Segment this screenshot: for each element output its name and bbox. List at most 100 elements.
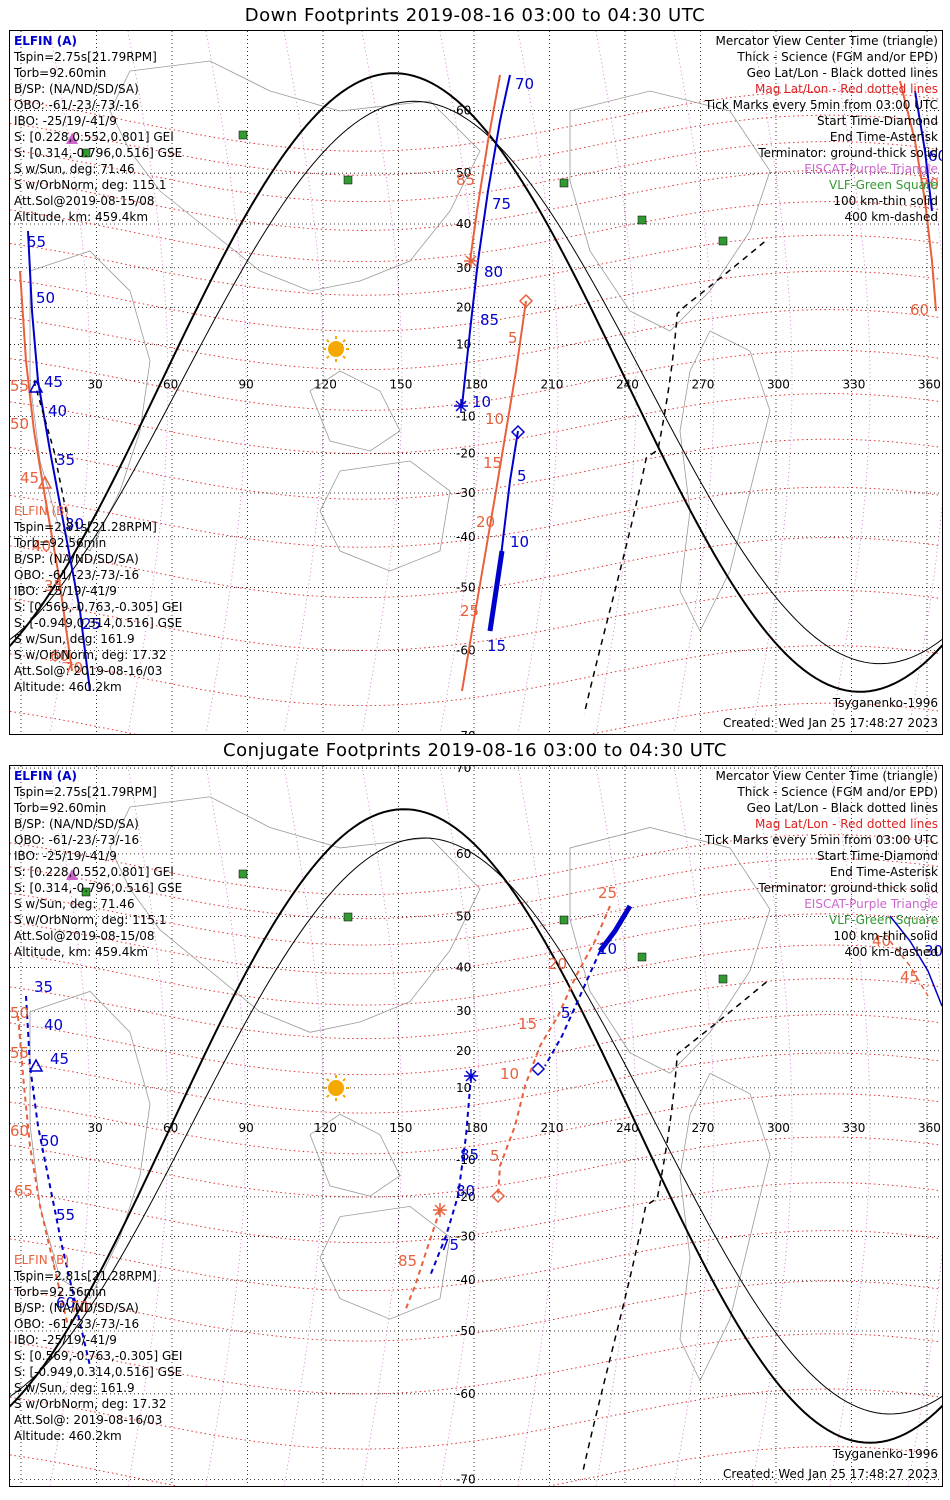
- lat-tick-label: 70: [456, 31, 471, 32]
- elfin-a-tick-label: 80: [484, 263, 503, 281]
- start-diamond-icon: [510, 424, 526, 440]
- coastline: [319, 460, 451, 572]
- legend-line: EISCAT-Purple Triangle: [804, 897, 938, 911]
- legend-line: Geo Lat/Lon - Black dotted lines: [746, 801, 938, 815]
- mag-parallel: [10, 1446, 941, 1486]
- elfin-b-tick-label: 15: [518, 1015, 537, 1033]
- info-line: Att.Sol@2019-08-15/08: [14, 929, 155, 943]
- elfin-a-tick-label: 30: [65, 515, 84, 533]
- info-line: S: [0.228,0.552,0.801] GEI: [14, 865, 174, 879]
- elfin-a-tick-label: 35: [56, 451, 75, 469]
- lat-tick-label: -30: [456, 1229, 476, 1243]
- elfin-b-tick-label: 40: [32, 537, 51, 555]
- elfin-a-track: [914, 90, 933, 212]
- elfin-b-tick-label: 10: [500, 1065, 519, 1083]
- mag-parallel: [10, 537, 941, 599]
- terminator-400km: [582, 981, 767, 1471]
- mag-parallel: [10, 486, 941, 548]
- center-time-triangle-icon: [37, 475, 53, 489]
- elfin-b-tick-label: 70: [70, 1298, 89, 1316]
- eiscat-triangle-icon: [66, 869, 78, 880]
- coastline: [109, 796, 481, 1033]
- info-line: ELFIN (B): [14, 1253, 70, 1267]
- elfin-a-track: [27, 230, 91, 692]
- legend-line: Mag Lat/Lon - Red dotted lines: [754, 82, 938, 96]
- elfin-b-tick-label: 50: [10, 1004, 29, 1022]
- sun-icon: [328, 1080, 344, 1096]
- end-asterisk-icon: [454, 399, 468, 413]
- info-line: Att.Sol@: 2019-08-16/03: [14, 1413, 163, 1427]
- info-line: Att.Sol@: 2019-08-16/03: [14, 664, 163, 678]
- sun-ray: [342, 1094, 346, 1098]
- sun-ray: [342, 1078, 346, 1082]
- mag-parallel: [10, 393, 941, 455]
- elfin-b-tick-label: 65: [14, 1182, 33, 1200]
- down-footprints-map: 3060901201501802102402703003303607060504…: [9, 30, 943, 735]
- mag-parallel: [10, 589, 941, 651]
- lat-tick-label: -20: [456, 1190, 476, 1204]
- mag-meridian: [49, 31, 91, 732]
- sun-ray: [326, 1078, 330, 1082]
- legend-line: Terminator: ground-thick solid: [758, 881, 938, 895]
- info-line: S w/OrbNorm, deg: 17.32: [14, 1397, 167, 1411]
- elfin-b-info: ELFIN (B) Tspin=2.81s[21.28RPM] Torb=92.56…: [14, 1252, 182, 1444]
- mag-parallel: [10, 438, 941, 500]
- eiscat-triangle-icon: [66, 133, 78, 144]
- vlf-station-icon: [343, 175, 353, 185]
- lat-tick-label: 10: [456, 1081, 471, 1095]
- lat-tick-label: -20: [456, 446, 476, 460]
- mag-parallel: [10, 90, 941, 152]
- lat-tick-label: 70: [456, 766, 471, 775]
- elfin-b-tick-label: 60: [10, 1122, 29, 1140]
- mag-meridian: [283, 31, 325, 732]
- lon-tick-label: 90: [239, 1121, 254, 1135]
- terminator-ground: [10, 72, 942, 693]
- elfin-b-tick-label: 5: [508, 329, 518, 347]
- vlf-station-icon: [718, 974, 728, 984]
- panel-title-down: Down Footprints 2019-08-16 03:00 to 04:3…: [244, 5, 706, 26]
- info-line: Att.Sol@2019-08-15/08: [14, 194, 155, 208]
- legend-line: VLF-Green Square: [829, 178, 938, 192]
- info-line: ELFIN (A): [14, 34, 77, 48]
- legend-line: End Time-Asterisk: [829, 130, 938, 144]
- conjugate-footprints-map: 30 60 90 120 150 180 210 240 270 300 330 360 70 60 50 4…: [9, 765, 943, 1487]
- elfin-a-tick-label: 5: [517, 467, 527, 485]
- elfin-a-track: [544, 950, 601, 1067]
- lon-tick-label: 180: [465, 377, 488, 391]
- mag-meridian: [829, 31, 871, 732]
- info-line: Altitude, km: 459.4km: [14, 210, 149, 224]
- lon-tick-label: 210: [541, 377, 564, 391]
- elfin-b-tick-label: 20: [476, 513, 495, 531]
- elfin-a-science: [487, 550, 505, 632]
- lat-tick-label: 60: [456, 847, 471, 861]
- info-line: Tspin=2.75s[21.79RPM]: [14, 785, 157, 799]
- elfin-a-track: [429, 1075, 472, 1277]
- vlf-station-icon: [238, 869, 248, 879]
- lon-tick-label: 240: [616, 1121, 639, 1135]
- map-canvas: 3060901201501802102402703003303607060504…: [10, 31, 942, 734]
- lat-tick-label: -70: [456, 1473, 476, 1486]
- legend-line: 400 km-dashed: [844, 945, 938, 959]
- lon-tick-label: 270: [692, 1121, 715, 1135]
- lat-tick-label: 20: [456, 1044, 471, 1058]
- elfin-b-tick-label: 60: [910, 301, 929, 319]
- elfin-a-science: [598, 904, 633, 953]
- elfin-b-tick-label: 45: [20, 469, 39, 487]
- vlf-station-icon: [637, 952, 647, 962]
- lon-tick-label: 120: [314, 377, 337, 391]
- coastline: [569, 90, 771, 332]
- lat-tick-label: -50: [456, 1324, 476, 1338]
- legend-line: 400 km-dashed: [844, 210, 938, 224]
- lat-tick-label: 20: [456, 300, 471, 314]
- lon-tick-label: 360: [918, 1121, 941, 1135]
- mag-parallel: [10, 978, 941, 1040]
- elfin-b-track: [889, 940, 929, 997]
- info-line: S w/OrbNorm, deg: 115.1: [14, 913, 167, 927]
- start-diamond-icon: [518, 293, 534, 309]
- lat-tick-label: -40: [456, 530, 476, 544]
- elfin-b-tick-label: 20: [548, 955, 567, 973]
- lon-tick-label: 270: [692, 377, 715, 391]
- info-line: Altitude: 460.2km: [14, 680, 122, 694]
- info-line: Tspin=2.75s[21.79RPM]: [14, 50, 157, 64]
- elfin-a-tick-label: 40: [48, 402, 67, 420]
